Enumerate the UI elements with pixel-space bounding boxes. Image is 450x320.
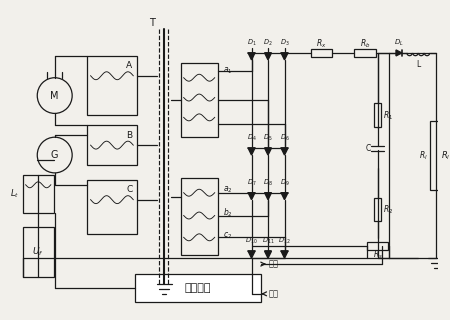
Bar <box>310 49 332 57</box>
Text: $D_L$: $D_L$ <box>394 38 404 48</box>
Polygon shape <box>281 193 288 200</box>
Text: 控制单元: 控制单元 <box>185 283 212 293</box>
Text: $D_{12}$: $D_{12}$ <box>278 236 291 246</box>
Text: $R_l$: $R_l$ <box>441 149 450 162</box>
Text: $D_7$: $D_7$ <box>247 178 256 188</box>
Text: C: C <box>365 144 370 153</box>
Bar <box>430 121 441 190</box>
Bar <box>87 180 137 234</box>
Bar <box>374 103 382 127</box>
Text: $b_2$: $b_2$ <box>223 206 233 219</box>
Text: $D_4$: $D_4$ <box>247 133 256 143</box>
Polygon shape <box>281 148 288 155</box>
Text: B: B <box>126 131 132 140</box>
Text: $D_6$: $D_6$ <box>279 133 289 143</box>
Text: A: A <box>126 61 132 70</box>
Text: $R_x$: $R_x$ <box>316 38 327 50</box>
Text: $R_b$: $R_b$ <box>360 38 370 50</box>
Text: $a_1$: $a_1$ <box>223 66 233 76</box>
Text: L: L <box>416 60 420 69</box>
Polygon shape <box>265 148 271 155</box>
Polygon shape <box>281 53 288 60</box>
Bar <box>22 175 54 212</box>
Polygon shape <box>265 251 271 258</box>
Bar <box>354 49 376 57</box>
Polygon shape <box>248 148 255 155</box>
Text: $D_3$: $D_3$ <box>279 38 289 48</box>
Bar <box>87 56 137 116</box>
Text: $D_{10}$: $D_{10}$ <box>245 236 258 246</box>
Bar <box>374 198 382 221</box>
Polygon shape <box>396 50 402 56</box>
Text: $D_1$: $D_1$ <box>247 38 256 48</box>
Text: $D_5$: $D_5$ <box>263 133 273 143</box>
Text: $R_s$: $R_s$ <box>373 249 382 261</box>
Text: $R_2$: $R_2$ <box>383 203 393 216</box>
Bar <box>87 125 137 165</box>
Text: 给定: 给定 <box>269 289 279 298</box>
Bar <box>22 228 54 277</box>
Text: M: M <box>50 91 59 100</box>
Text: $D_{11}$: $D_{11}$ <box>262 236 274 246</box>
Text: $a_2$: $a_2$ <box>223 185 233 195</box>
Text: T: T <box>149 18 155 28</box>
Text: $D_2$: $D_2$ <box>263 38 273 48</box>
Polygon shape <box>248 251 255 258</box>
Text: $R_l$: $R_l$ <box>419 149 428 162</box>
Text: $R_1$: $R_1$ <box>383 109 393 122</box>
Text: $L_t$: $L_t$ <box>10 188 19 200</box>
Bar <box>135 274 261 302</box>
Text: $U_f$: $U_f$ <box>32 246 44 259</box>
Text: 反馈: 反馈 <box>269 260 279 268</box>
Text: G: G <box>51 150 58 160</box>
Polygon shape <box>265 193 271 200</box>
Text: $D_8$: $D_8$ <box>263 178 273 188</box>
Text: $c_2$: $c_2$ <box>223 230 233 241</box>
Polygon shape <box>248 53 255 60</box>
Bar <box>367 242 388 250</box>
Polygon shape <box>265 53 271 60</box>
Text: $D_9$: $D_9$ <box>279 178 289 188</box>
Bar <box>181 63 218 137</box>
Polygon shape <box>248 193 255 200</box>
Polygon shape <box>281 251 288 258</box>
Bar <box>181 178 218 255</box>
Text: C: C <box>126 185 132 194</box>
